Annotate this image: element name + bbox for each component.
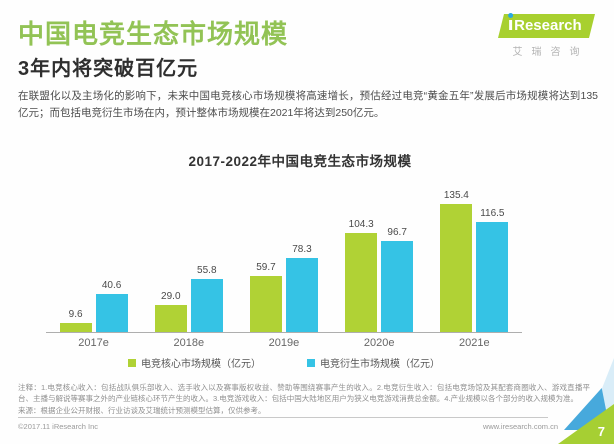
chart-x-axis-labels: 2017e 2018e 2019e 2020e 2021e bbox=[46, 337, 522, 349]
bar-column: 40.6 bbox=[95, 178, 128, 332]
bar-column: 59.7 bbox=[249, 178, 282, 332]
bar-2020e-series1 bbox=[345, 233, 378, 332]
bar-value-label: 96.7 bbox=[387, 227, 407, 238]
bar-2021e-series1 bbox=[440, 204, 473, 332]
bar-value-label: 135.4 bbox=[443, 190, 469, 201]
bar-value-label: 29.0 bbox=[161, 291, 181, 302]
bar-column: 9.6 bbox=[59, 178, 92, 332]
bar-value-label: 104.3 bbox=[348, 219, 374, 230]
chart-legend: 电竞核心市场规模（亿元） 电竞衍生市场规模（亿元） bbox=[46, 355, 522, 370]
bar-group-2021e: 135.4 116.5 bbox=[440, 178, 509, 332]
bar-column: 29.0 bbox=[154, 178, 187, 332]
bar-column: 116.5 bbox=[476, 178, 509, 332]
x-axis-label-2019e: 2019e bbox=[268, 337, 300, 349]
page-number: 7 bbox=[597, 424, 605, 439]
logo-i-dot-icon bbox=[508, 20, 512, 30]
footnotes: 注释：1.电竞核心收入：包括战队俱乐部收入、选手收入以及赛事版权收益、赞助等围绕… bbox=[18, 383, 590, 417]
bar-value-label: 78.3 bbox=[292, 244, 312, 255]
legend-label: 电竞核心市场规模（亿元） bbox=[141, 359, 261, 370]
bar-column: 104.3 bbox=[345, 178, 378, 332]
bar-column: 135.4 bbox=[440, 178, 473, 332]
chart-plot: 9.6 40.6 29.0 55.8 59.7 78.3 104.3 96.7 135.4 116… bbox=[46, 178, 522, 333]
x-axis-label-2021e: 2021e bbox=[459, 337, 490, 349]
iresearch-logo-badge: Research bbox=[497, 14, 595, 38]
bar-value-label: 9.6 bbox=[68, 309, 83, 320]
bar-2021e-series2 bbox=[476, 222, 509, 332]
bar-2017e-series2 bbox=[95, 294, 128, 332]
legend-swatch-icon bbox=[128, 358, 136, 367]
chart-title: 2017-2022年中国电竞生态市场规模 bbox=[188, 154, 412, 169]
bar-2019e-series1 bbox=[249, 276, 282, 332]
bar-group-2017e: 9.6 40.6 bbox=[59, 178, 128, 332]
bar-value-label: 116.5 bbox=[480, 208, 505, 219]
bar-value-label: 59.7 bbox=[256, 262, 276, 273]
bar-column: 96.7 bbox=[381, 178, 414, 332]
legend-swatch-icon bbox=[307, 358, 315, 367]
footer-divider bbox=[18, 417, 548, 418]
x-axis-label-2018e: 2018e bbox=[173, 337, 205, 349]
bar-value-label: 40.6 bbox=[101, 280, 122, 291]
bar-2017e-series1 bbox=[59, 323, 92, 332]
website-text: www.iresearch.com.cn bbox=[482, 422, 558, 431]
bar-2020e-series2 bbox=[381, 241, 414, 332]
legend-item-2: 电竞衍生市场规模（亿元） bbox=[307, 355, 440, 370]
bar-group-2020e: 104.3 96.7 bbox=[345, 178, 414, 332]
bar-2018e-series2 bbox=[190, 279, 223, 332]
bar-group-2019e: 59.7 78.3 bbox=[249, 178, 318, 332]
bar-2019e-series2 bbox=[285, 258, 318, 332]
logo-chinese-name: 艾瑞咨询 bbox=[512, 47, 589, 58]
logo-brand-text: Research bbox=[513, 17, 582, 34]
source-text: 来源：根据企业公开财报、行业访谈及艾瑞统计预测模型估算，仅供参考。 bbox=[18, 405, 266, 415]
footnote-text: 注释：1.电竞核心收入：包括战队俱乐部收入、选手收入以及赛事版权收益、赞助等围绕… bbox=[18, 383, 590, 403]
bar-column: 78.3 bbox=[285, 178, 318, 332]
iresearch-logo: Research 艾瑞咨询 bbox=[496, 14, 596, 58]
legend-item-1: 电竞核心市场规模（亿元） bbox=[128, 355, 261, 370]
bar-value-label: 55.8 bbox=[197, 265, 217, 276]
page-subtitle: 3年内将突破百亿元 bbox=[18, 58, 199, 80]
copyright-text: ©2017.11 iResearch Inc bbox=[18, 422, 99, 431]
bar-2018e-series1 bbox=[154, 305, 187, 332]
intro-paragraph: 在联盟化以及主场化的影响下，未来中国电竞核心市场规模将高速增长，预估经过电竞“黄… bbox=[18, 90, 598, 120]
bar-group-2018e: 29.0 55.8 bbox=[154, 178, 223, 332]
page-title: 中国电竞生态市场规模 bbox=[18, 19, 289, 49]
legend-label: 电竞衍生市场规模（亿元） bbox=[320, 359, 440, 370]
bar-column: 55.8 bbox=[190, 178, 223, 332]
x-axis-label-2020e: 2020e bbox=[363, 337, 395, 349]
x-axis-label-2017e: 2017e bbox=[78, 337, 109, 349]
